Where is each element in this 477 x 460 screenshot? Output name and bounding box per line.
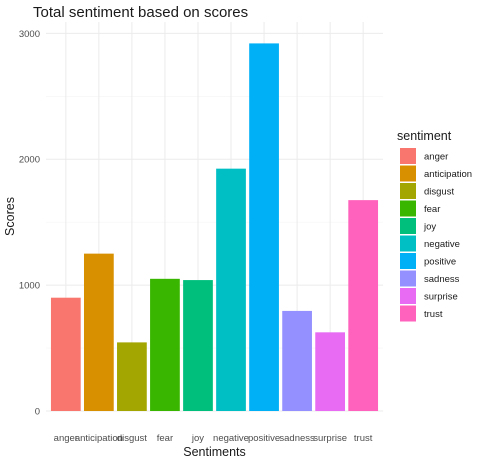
y-axis-ticks: 0 1000 2000 3000 bbox=[19, 29, 40, 418]
legend-key-negative bbox=[400, 235, 416, 252]
bar-anticipation bbox=[83, 253, 114, 411]
legend-label: negative bbox=[424, 239, 460, 250]
legend-key-anger bbox=[400, 148, 416, 164]
legend-key-fear bbox=[400, 200, 416, 217]
y-axis-title: Scores bbox=[3, 197, 17, 236]
legend-label: fear bbox=[424, 204, 440, 215]
legend-label: anticipation bbox=[424, 169, 472, 180]
x-tick-label: anger bbox=[54, 433, 78, 444]
bar-trust bbox=[348, 200, 379, 411]
y-tick-label: 1000 bbox=[19, 281, 40, 292]
legend-label: joy bbox=[423, 222, 436, 233]
bar-surprise bbox=[315, 332, 346, 411]
x-tick-label: anticipation bbox=[75, 433, 123, 444]
x-axis-title: Sentiments bbox=[183, 445, 246, 459]
legend-key-anticipation bbox=[400, 165, 416, 182]
x-tick-label: surprise bbox=[313, 433, 347, 444]
legend-key-positive bbox=[400, 253, 416, 269]
legend-label: disgust bbox=[424, 187, 454, 198]
legend-key-disgust bbox=[400, 183, 416, 199]
bar-positive bbox=[249, 43, 279, 411]
y-tick-label: 3000 bbox=[19, 29, 40, 40]
bars bbox=[50, 43, 379, 411]
legend-key-joy bbox=[400, 218, 416, 234]
legend-label: surprise bbox=[424, 292, 458, 303]
x-tick-label: disgust bbox=[117, 433, 147, 444]
x-tick-label: sadness bbox=[279, 433, 315, 444]
legend-label: trust bbox=[424, 309, 443, 320]
legend-label: sadness bbox=[424, 274, 460, 285]
x-tick-label: trust bbox=[354, 433, 373, 444]
y-tick-label: 0 bbox=[35, 407, 40, 418]
x-tick-label: fear bbox=[157, 433, 173, 444]
y-tick-label: 2000 bbox=[19, 155, 40, 166]
legend-key-sadness bbox=[400, 270, 416, 287]
x-tick-label: positive bbox=[248, 433, 280, 444]
bar-disgust bbox=[117, 342, 147, 411]
bar-anger bbox=[50, 297, 81, 411]
bar-sadness bbox=[282, 310, 312, 411]
legend-label: positive bbox=[424, 257, 456, 268]
legend: sentiment anger anticipation disgust fear jo… bbox=[397, 129, 472, 322]
legend-key-surprise bbox=[400, 288, 416, 304]
bar-fear bbox=[150, 278, 180, 411]
legend-label: anger bbox=[424, 152, 448, 163]
x-tick-label: negative bbox=[213, 433, 249, 444]
bar-joy bbox=[183, 280, 213, 411]
chart-title: Total sentiment based on scores bbox=[33, 4, 248, 21]
legend-key-trust bbox=[400, 305, 416, 322]
x-tick-label: joy bbox=[191, 433, 204, 444]
legend-title: sentiment bbox=[397, 129, 452, 143]
bar-negative bbox=[216, 168, 246, 411]
